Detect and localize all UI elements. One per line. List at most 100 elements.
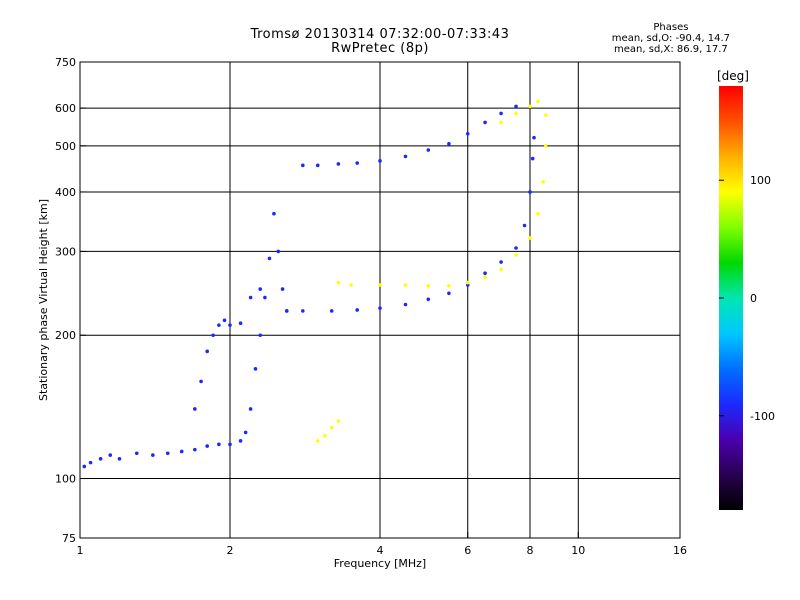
data-point (217, 323, 221, 327)
data-point (280, 287, 285, 291)
data-point (238, 321, 243, 325)
data-point (284, 309, 289, 313)
data-point (228, 323, 232, 327)
data-point (329, 425, 334, 430)
data-point (179, 449, 184, 454)
data-point (499, 260, 503, 264)
y-tick-label: 750 (55, 56, 76, 69)
data-point (483, 275, 487, 279)
data-point (514, 104, 518, 109)
data-point (248, 407, 253, 411)
data-point (378, 283, 382, 287)
data-point (447, 141, 451, 146)
data-point (543, 144, 548, 148)
data-point (499, 111, 503, 116)
data-point (315, 163, 320, 168)
colorbar-tick-label: -100 (750, 410, 775, 423)
data-point (355, 161, 359, 165)
x-tick-label: 1 (77, 544, 84, 557)
data-point (465, 131, 470, 136)
data-point (301, 309, 305, 313)
data-point (403, 302, 408, 307)
x-axis-label: Frequency [MHz] (334, 557, 426, 570)
data-point (514, 111, 518, 116)
data-point (217, 442, 221, 447)
x-tick-label: 2 (227, 544, 234, 557)
stats-heading: Phases (653, 22, 689, 33)
data-point (108, 453, 113, 457)
chart-subtitle: RwPretec (8p) (331, 41, 429, 56)
data-point (528, 104, 532, 109)
data-point (536, 99, 540, 104)
phase-stats: Phases mean, sd,O: -90.4, 14.7 mean, sd,… (612, 22, 730, 55)
data-point (336, 280, 341, 285)
data-point (403, 283, 408, 287)
data-point (248, 295, 253, 300)
data-point (447, 291, 451, 296)
data-point (165, 451, 170, 456)
data-point (528, 190, 532, 194)
data-point (193, 447, 197, 452)
x-tick-label: 16 (673, 544, 687, 557)
data-point (205, 349, 209, 354)
data-point (134, 451, 139, 456)
y-tick-label: 200 (55, 329, 76, 342)
x-tick-label: 10 (571, 544, 585, 557)
data-point (528, 236, 532, 240)
colorbar-tick-label: 0 (750, 292, 757, 305)
data-point (499, 120, 503, 125)
data-point (193, 407, 197, 411)
colorbar-label: [deg] (717, 69, 749, 83)
data-point (301, 163, 305, 168)
data-point (514, 246, 518, 250)
data-point (211, 333, 215, 338)
y-axis-ticks: 75 100 200 300 400 500 600 750 (55, 56, 86, 545)
data-point (243, 430, 248, 435)
data-point (82, 464, 87, 469)
data-point (323, 433, 327, 438)
data-point (426, 297, 431, 302)
data-point (349, 283, 353, 287)
data-point (258, 287, 263, 291)
data-point (117, 457, 122, 461)
stats-line-o: mean, sd,O: -90.4, 14.7 (611, 33, 730, 44)
data-point (532, 135, 536, 140)
stats-line-x: mean, sd,X: 86.9, 17.7 (614, 44, 728, 55)
y-tick-label: 600 (55, 102, 76, 115)
data-point (378, 159, 382, 163)
y-tick-label: 100 (55, 473, 76, 486)
data-point (483, 120, 487, 125)
x-tick-label: 4 (377, 544, 384, 557)
data-point (336, 162, 341, 166)
data-point (541, 180, 545, 184)
y-tick-label: 75 (62, 532, 76, 545)
data-point (426, 148, 431, 152)
data-point (258, 333, 263, 338)
data-point (253, 367, 258, 371)
data-point (329, 309, 334, 313)
data-point (315, 439, 320, 443)
y-tick-label: 300 (55, 245, 76, 258)
data-point (514, 253, 518, 257)
x-tick-label: 6 (464, 544, 471, 557)
data-point (536, 211, 540, 216)
grid-lines (80, 62, 680, 538)
colorbar-ticks: 100 0 -100 (719, 174, 775, 423)
data-point (151, 453, 155, 457)
data-point (272, 211, 276, 216)
data-points (82, 99, 548, 469)
data-point (483, 271, 487, 276)
y-tick-label: 500 (55, 140, 76, 153)
data-point (222, 318, 227, 323)
data-point (267, 256, 272, 261)
data-point (238, 439, 243, 443)
data-point (426, 284, 431, 288)
data-point (98, 457, 103, 461)
data-point (336, 419, 341, 423)
data-point (522, 223, 527, 228)
data-point (499, 267, 503, 272)
data-point (263, 295, 267, 300)
y-tick-label: 400 (55, 186, 76, 199)
data-point (465, 280, 470, 285)
